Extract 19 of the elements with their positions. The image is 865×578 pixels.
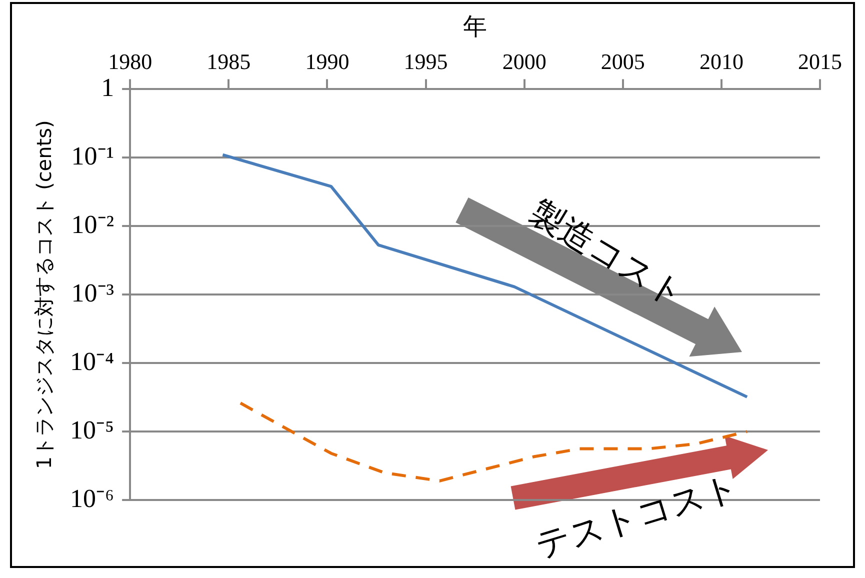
x-tick-label: 2010 <box>699 48 744 74</box>
y-axis-title: 1トランジスタに対するコスト (cents) <box>32 120 56 470</box>
annotation: 製造コスト <box>522 193 692 318</box>
y-tick-label: 10⁻² <box>71 210 114 239</box>
x-tick-label: 2000 <box>502 48 546 74</box>
x-axis-title: 年 <box>463 14 488 41</box>
x-tick-label: 2005 <box>600 48 645 74</box>
y-tick-label: 1 <box>101 73 114 102</box>
x-tick-label: 1995 <box>404 48 448 74</box>
x-tick-label: 1980 <box>108 48 152 74</box>
y-tick-label: 10⁻⁶ <box>70 484 114 513</box>
y-tick-label: 10⁻⁵ <box>70 415 114 444</box>
y-tick-label: 10⁻³ <box>71 278 114 308</box>
y-tick-label: 10⁻⁴ <box>70 346 114 376</box>
annotation: テストコスト <box>530 467 744 568</box>
y-tick-label: 10⁻¹ <box>71 141 114 170</box>
x-tick-label: 2015 <box>798 48 842 74</box>
x-tick-label: 1985 <box>206 48 251 74</box>
x-tick-label: 1990 <box>305 48 350 74</box>
